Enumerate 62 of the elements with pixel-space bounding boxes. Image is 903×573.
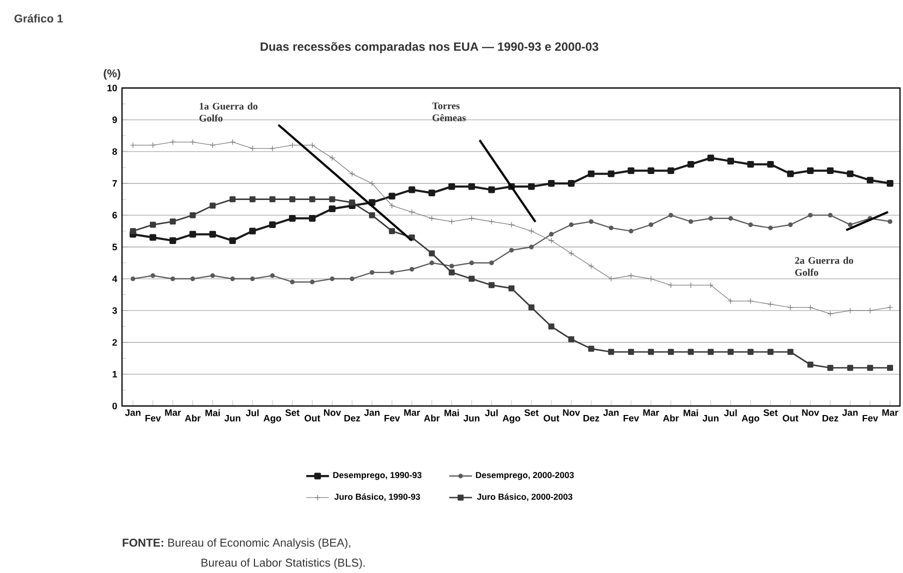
annotation: 2a Guerra do Golfo (795, 256, 854, 276)
x-tick-label: Mar (165, 409, 181, 416)
x-tick-label: Mar (404, 409, 420, 416)
x-tick-label: Jan (364, 409, 380, 416)
x-tick-label: Jan (842, 409, 858, 416)
legend-label: Desemprego, 2000-2003 (476, 472, 574, 480)
y-tick-label: 2 (112, 339, 117, 346)
legend-label: Juro Básico, 2000-2003 (476, 493, 572, 502)
y-tick-label: 9 (112, 116, 117, 124)
x-tick-label: Out (782, 414, 798, 422)
y-tick-label: 10 (108, 84, 117, 92)
x-tick-label: Mai (684, 409, 698, 416)
x-tick-label: Jun (702, 414, 718, 422)
x-tick-label: Mar (882, 409, 898, 416)
y-tick-label: 1 (112, 370, 118, 378)
x-tick-label: Nov (324, 409, 341, 416)
x-tick-label: Jul (484, 409, 498, 416)
x-tick-label: Ago (264, 414, 282, 424)
x-tick-label: Fev (624, 414, 640, 422)
y-tick-label: 0 (112, 402, 117, 410)
annotation: 1a Guerra do Golfo (199, 102, 258, 122)
y-tick-label: 5 (112, 244, 118, 250)
text: FONTE: Bureau of Economic Analysis (BEA), (122, 538, 350, 549)
y-tick-label: 7 (112, 180, 117, 187)
y-tick-label: 6 (112, 212, 117, 218)
x-tick-label: Mai (444, 409, 459, 416)
x-tick-label: Mai (206, 409, 220, 416)
x-tick-label: Fev (145, 414, 161, 422)
text: Gráfico 1 (14, 14, 63, 23)
x-tick-label: Jul (246, 409, 259, 416)
y-tick-label: 3 (112, 307, 117, 314)
x-tick-label: Out (304, 414, 320, 422)
x-tick-label: Abr (184, 414, 201, 422)
x-tick-label: Set (764, 409, 778, 416)
x-tick-label: Fev (862, 414, 878, 422)
x-tick-label: Set (285, 409, 300, 416)
x-tick-label: Abr (663, 414, 679, 422)
text: Bureau of Labor Statistics (BLS). (202, 558, 365, 569)
x-tick-label: Nov (802, 409, 820, 416)
legend-label: Juro Básico, 1990-93 (334, 493, 420, 502)
x-tick-label: Abr (424, 414, 440, 422)
y-tick-label: 8 (112, 148, 117, 155)
x-tick-label: Jun (224, 414, 240, 422)
x-tick-label: Fev (384, 414, 400, 422)
x-tick-label: Jan (603, 409, 619, 416)
x-tick-label: Mar (643, 409, 660, 416)
legend-label: Desemprego, 1990-93 (333, 472, 422, 480)
x-tick-label: Jun (464, 414, 480, 422)
y-tick-label: 4 (112, 276, 118, 282)
y-axis-title: (%) (104, 69, 120, 80)
x-tick-label: Out (544, 414, 560, 422)
chart-title: Duas recessões comparadas nos EUA — 1990-93 e 2000-03 (260, 42, 598, 54)
x-tick-label: Dez (584, 414, 600, 422)
x-tick-label: Ago (742, 414, 760, 424)
annotation: Torres Gêmeas (432, 102, 466, 122)
x-tick-label: Jul (724, 409, 737, 416)
x-tick-label: Ago (502, 414, 520, 424)
x-tick-label: Jan (125, 409, 140, 416)
x-tick-label: Nov (563, 409, 580, 416)
x-tick-label: Set (524, 409, 539, 416)
x-tick-label: Dez (822, 414, 838, 422)
x-tick-label: Dez (344, 414, 360, 422)
